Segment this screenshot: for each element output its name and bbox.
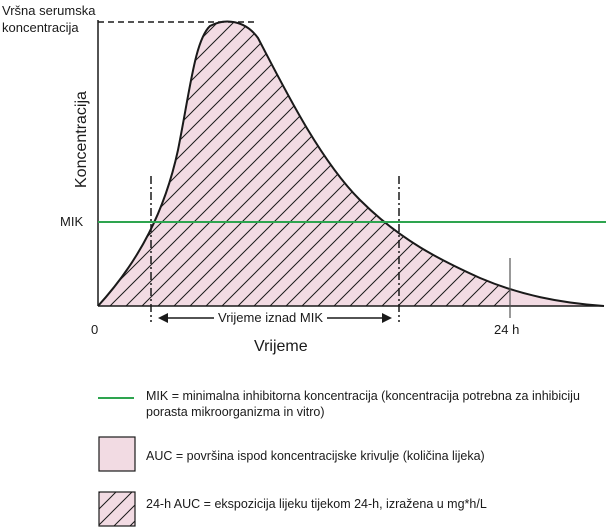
x-24h-label: 24 h bbox=[494, 322, 520, 337]
legend-mic-text: MIK = minimalna inhibitorna koncentracij… bbox=[146, 389, 580, 419]
auc24-hatch bbox=[98, 21, 510, 306]
legend-auc24-swatch bbox=[98, 491, 136, 527]
legend-auc-swatch bbox=[98, 436, 136, 472]
y-axis-title: Koncentracija bbox=[73, 91, 90, 188]
legend-auc-text: AUC = površina ispod koncentracijske kri… bbox=[146, 449, 485, 463]
concentration-curve bbox=[97, 20, 605, 307]
arrow-right-head bbox=[382, 313, 392, 323]
legend-auc24-text: 24-h AUC = ekspozicija lijeku tijekom 24… bbox=[146, 497, 487, 511]
arrow-left-head bbox=[158, 313, 168, 323]
peak-concentration-label: Vršna serumska koncentracija bbox=[2, 3, 96, 35]
time-above-mic-label: Vrijeme iznad MIK bbox=[214, 310, 327, 326]
mic-label: MIK bbox=[60, 214, 84, 229]
x-axis-title: Vrijeme bbox=[254, 338, 308, 355]
x-origin-label: 0 bbox=[91, 322, 99, 337]
